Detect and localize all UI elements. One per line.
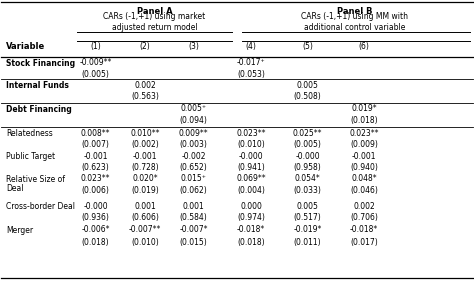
Text: -0.000: -0.000	[295, 152, 320, 161]
Text: (0.004): (0.004)	[237, 186, 265, 195]
Text: (4): (4)	[246, 42, 256, 51]
Text: 0.023**: 0.023**	[237, 129, 266, 138]
Text: -0.019*: -0.019*	[293, 225, 322, 234]
Text: (6): (6)	[359, 42, 370, 51]
Text: (0.974): (0.974)	[237, 213, 265, 222]
Text: Merger: Merger	[6, 226, 33, 235]
Text: 0.001: 0.001	[183, 202, 204, 211]
Text: (0.940): (0.940)	[350, 164, 378, 173]
Text: 0.001: 0.001	[134, 202, 156, 211]
Text: -0.000: -0.000	[83, 202, 108, 211]
Text: (0.010): (0.010)	[237, 140, 265, 149]
Text: (0.046): (0.046)	[350, 186, 378, 195]
Text: -0.001: -0.001	[133, 152, 157, 161]
Text: (0.033): (0.033)	[294, 186, 322, 195]
Text: (5): (5)	[302, 42, 313, 51]
Text: (0.062): (0.062)	[180, 186, 208, 195]
Text: (0.958): (0.958)	[294, 164, 321, 173]
Text: 0.009**: 0.009**	[179, 129, 209, 138]
Text: (0.006): (0.006)	[82, 186, 109, 195]
Text: -0.007**: -0.007**	[129, 225, 161, 234]
Text: (0.007): (0.007)	[82, 140, 109, 149]
Text: 0.069**: 0.069**	[237, 174, 266, 183]
Text: 0.005⁺: 0.005⁺	[181, 104, 207, 113]
Text: (0.011): (0.011)	[294, 237, 321, 246]
Text: Variable: Variable	[6, 42, 46, 51]
Text: (0.019): (0.019)	[131, 186, 159, 195]
Text: 0.010**: 0.010**	[130, 129, 160, 138]
Text: (0.018): (0.018)	[350, 116, 378, 125]
Text: -0.007*: -0.007*	[179, 225, 208, 234]
Text: CARs (-1,+1) using MM with
additional control variable: CARs (-1,+1) using MM with additional co…	[301, 12, 408, 32]
Text: (0.002): (0.002)	[131, 140, 159, 149]
Text: (3): (3)	[188, 42, 199, 51]
Text: -0.018*: -0.018*	[237, 225, 265, 234]
Text: (0.009): (0.009)	[350, 140, 378, 149]
Text: (0.018): (0.018)	[237, 237, 265, 246]
Text: Internal Funds: Internal Funds	[6, 81, 69, 90]
Text: (0.005): (0.005)	[294, 140, 322, 149]
Text: (0.606): (0.606)	[131, 213, 159, 222]
Text: (0.728): (0.728)	[131, 164, 159, 173]
Text: -0.009**: -0.009**	[80, 58, 112, 67]
Text: 0.019*: 0.019*	[351, 104, 377, 113]
Text: Relatedness: Relatedness	[6, 129, 53, 138]
Text: (0.053): (0.053)	[237, 70, 265, 79]
Text: (0.010): (0.010)	[131, 237, 159, 246]
Text: (0.936): (0.936)	[82, 213, 109, 222]
Text: Cross-border Deal: Cross-border Deal	[6, 202, 75, 211]
Text: -0.000: -0.000	[239, 152, 264, 161]
Text: CARs (-1,+1) using market
adjusted return model: CARs (-1,+1) using market adjusted retur…	[103, 12, 206, 32]
Text: 0.020*: 0.020*	[132, 174, 158, 183]
Text: 0.048*: 0.048*	[351, 174, 377, 183]
Text: Public Target: Public Target	[6, 152, 55, 161]
Text: (0.015): (0.015)	[180, 237, 208, 246]
Text: (2): (2)	[140, 42, 150, 51]
Text: -0.001: -0.001	[352, 152, 376, 161]
Text: 0.002: 0.002	[134, 81, 156, 90]
Text: (0.005): (0.005)	[82, 70, 109, 79]
Text: (0.094): (0.094)	[180, 116, 208, 125]
Text: (0.941): (0.941)	[237, 164, 265, 173]
Text: Deal: Deal	[6, 184, 24, 193]
Text: (0.563): (0.563)	[131, 92, 159, 101]
Text: 0.023**: 0.023**	[81, 174, 110, 183]
Text: (1): (1)	[90, 42, 101, 51]
Text: 0.000: 0.000	[240, 202, 262, 211]
Text: 0.025**: 0.025**	[293, 129, 322, 138]
Text: Debt Financing: Debt Financing	[6, 105, 72, 114]
Text: -0.017⁺: -0.017⁺	[237, 58, 265, 67]
Text: -0.001: -0.001	[83, 152, 108, 161]
Text: Panel B: Panel B	[337, 7, 373, 16]
Text: -0.006*: -0.006*	[82, 225, 110, 234]
Text: (0.623): (0.623)	[82, 164, 109, 173]
Text: (0.517): (0.517)	[294, 213, 321, 222]
Text: Panel A: Panel A	[137, 7, 173, 16]
Text: (0.508): (0.508)	[294, 92, 321, 101]
Text: 0.005: 0.005	[297, 202, 319, 211]
Text: 0.008**: 0.008**	[81, 129, 110, 138]
Text: (0.018): (0.018)	[82, 237, 109, 246]
Text: Stock Financing: Stock Financing	[6, 59, 75, 68]
Text: -0.018*: -0.018*	[350, 225, 378, 234]
Text: 0.015⁺: 0.015⁺	[181, 174, 207, 183]
Text: 0.023**: 0.023**	[349, 129, 379, 138]
Text: Relative Size of: Relative Size of	[6, 175, 65, 184]
Text: 0.005: 0.005	[297, 81, 319, 90]
Text: (0.584): (0.584)	[180, 213, 208, 222]
Text: (0.652): (0.652)	[180, 164, 208, 173]
Text: 0.002: 0.002	[353, 202, 375, 211]
Text: (0.706): (0.706)	[350, 213, 378, 222]
Text: 0.054*: 0.054*	[295, 174, 320, 183]
Text: (0.003): (0.003)	[180, 140, 208, 149]
Text: -0.002: -0.002	[182, 152, 206, 161]
Text: (0.017): (0.017)	[350, 237, 378, 246]
